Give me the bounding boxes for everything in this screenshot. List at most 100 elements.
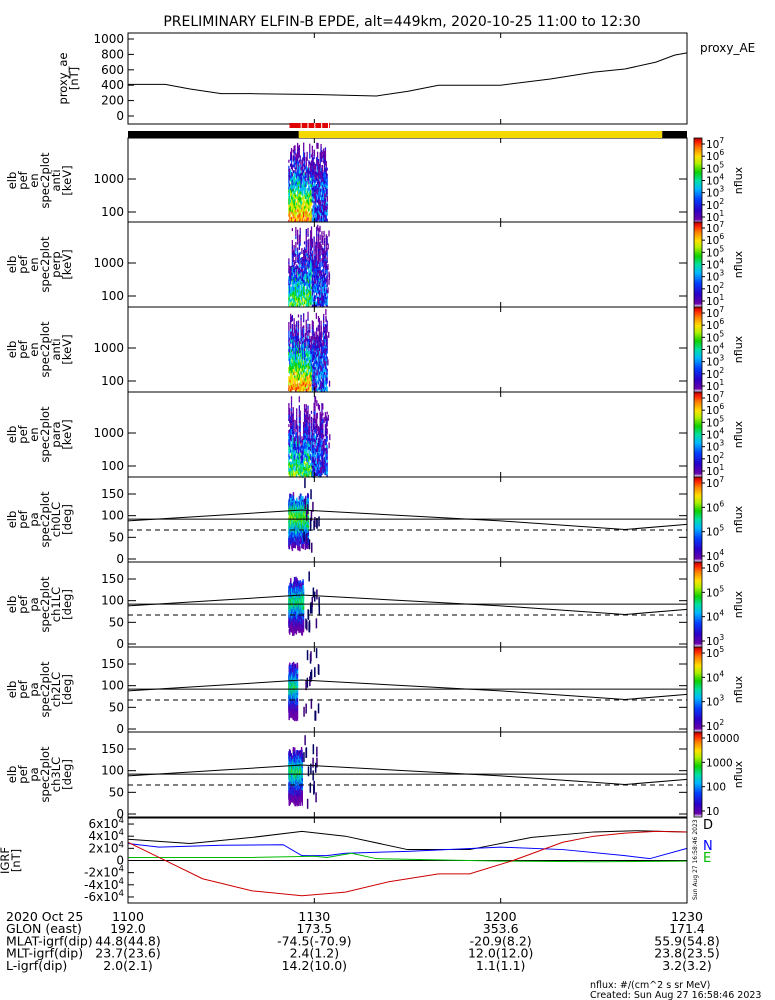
spectrogram-pixel [291,243,294,247]
spectrogram-pixel [305,319,307,323]
spectrogram-pixel [307,435,309,439]
spectrogram-pixel [309,302,312,306]
spectrogram-pixel [296,277,299,281]
spectrogram-pixel [320,158,322,162]
spectrogram-pixel [304,381,307,385]
spectrogram-pixel [322,194,324,198]
spectrogram-pixel [300,377,302,381]
spectrogram-pixel [312,274,314,278]
spectrogram-pixel [296,468,298,472]
spectrogram-pixel [314,186,316,190]
spectrogram-pixel [291,194,294,198]
spectrogram-pixel [317,357,320,361]
spectrogram-pixel [319,268,321,272]
spectrogram-pixel [309,263,312,267]
spectrogram-pixel [300,215,302,219]
spectrogram-pixel [309,362,312,366]
spectrogram-pixel [291,297,294,301]
spectrogram-pixel [306,432,308,436]
spectrogram-pixel [303,167,306,171]
spectrogram-pixel [325,214,327,218]
spectrogram-pixel [309,273,311,277]
spectrogram-pixel [323,283,325,287]
spectrogram-pixel [313,177,315,181]
spectrogram-pixel [315,268,317,272]
spectrogram-pixel [291,164,294,168]
spectrogram-pixel [316,235,318,239]
spectrogram-pixel [323,237,326,241]
spectrogram-pixel [306,283,308,287]
spectrogram-pixel [296,380,299,384]
spectrogram-pixel [308,368,310,372]
spectrogram-pixel [310,455,313,459]
spectrogram-pixel [289,207,291,211]
spectrogram-pixel [314,358,316,362]
spectrogram-pixel [295,167,297,171]
spectrogram-pixel [289,467,292,471]
spectrogram-pixel [316,193,319,197]
spectrogram-pixel [289,199,292,203]
spectrogram-pixel [320,353,322,357]
spectrogram-pixel [317,188,320,192]
spectrogram-pixel [306,342,308,346]
spectrogram-pixel [318,172,320,176]
spectrogram-pixel [322,463,324,467]
spectrogram-pixel [296,369,298,373]
spectrogram-pixel [305,410,307,414]
spectrogram-pixel [324,457,327,461]
spectrogram-pixel [314,286,316,290]
spectrogram-pixel [325,381,327,385]
spectrogram-pixel [317,360,320,364]
spectrogram-pixel [308,265,310,269]
spectrogram-pixel [303,182,306,186]
spectrogram-pixel [325,436,327,440]
spectrogram-pixel [291,255,294,259]
spectrogram-pixel [295,377,297,381]
spectrogram-pixel [314,471,316,475]
spectrogram-pixel [300,329,302,333]
spectrogram-pixel [323,273,326,277]
spectrogram-pixel [301,168,303,172]
plot-bg [128,307,687,392]
spectrogram-pixel [295,438,297,442]
spectrogram-pixel [290,474,293,478]
spectrogram-pixel [299,179,301,183]
spectrogram-pixel [306,274,308,278]
spectrogram-pixel [309,350,311,354]
spectrogram-pixel [320,422,322,426]
spectrogram-pixel [292,298,294,302]
spectrogram-pixel [311,450,314,454]
spectrogram-pixel [316,339,318,343]
spectrogram-pixel [325,175,327,179]
spectrogram-pixel [320,218,322,222]
spectrogram-pixel [305,205,307,209]
spectrogram-pixel [323,301,325,305]
spectrogram-pixel [300,287,302,291]
spectrogram-pixel [306,348,308,352]
spectrogram-pixel [289,438,291,442]
spectrogram-pixel [309,251,312,255]
spectrogram-pixel [292,212,294,216]
spectrogram-pixel [290,268,293,272]
spectrogram-pixel [320,470,322,474]
spectrogram-pixel [305,172,307,176]
spectrogram-pixel [320,419,322,423]
spectrogram-pixel [296,175,299,179]
spectrogram-pixel [300,275,302,279]
spectrogram-pixel [311,208,314,212]
spectrogram-pixel [294,327,296,331]
spectrogram-pixel [303,348,306,352]
spectrogram-pixel [291,330,294,334]
colorbar-tick-label: 101 [706,378,724,393]
spectrogram-pixel [308,268,310,272]
spectrogram-pixel [307,296,309,300]
spectrogram-pixel [302,190,304,194]
spectrogram-pixel [314,447,316,451]
spectrogram-pixel [311,250,314,254]
spectrogram-pixel [307,275,309,279]
spectrogram-streak [328,331,330,338]
spectrogram-pixel [321,279,323,283]
spectrogram-pixel [301,251,303,255]
spectrogram-pixel [289,322,292,326]
spectrogram-pixel [317,278,320,282]
